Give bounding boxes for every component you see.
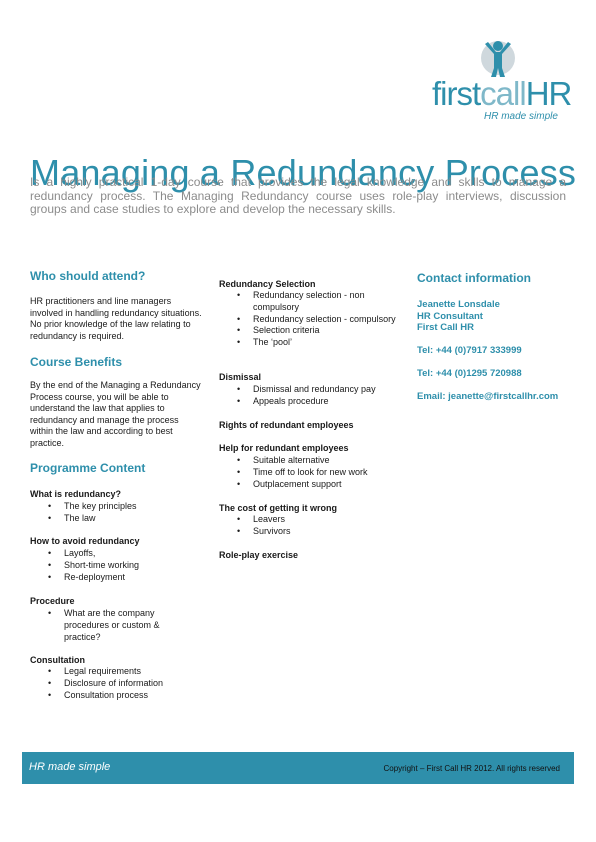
section-title: Procedure xyxy=(30,596,75,606)
list-item: Redundancy selection - non compulsory xyxy=(219,290,399,314)
section-list: Layoffs, Short-time working Re-deploymen… xyxy=(30,548,202,583)
logo-tagline: HR made simple xyxy=(484,111,558,122)
list-item: Layoffs, xyxy=(30,548,202,560)
contact-tel-1: Tel: +44 (0)7917 333999 xyxy=(417,345,522,356)
section-list: What are the company procedures or custo… xyxy=(30,608,180,643)
list-item: The key principles xyxy=(30,501,202,513)
section-title: Consultation xyxy=(30,655,85,665)
section-list: Legal requirements Disclosure of informa… xyxy=(30,666,202,701)
list-item: The law xyxy=(30,513,202,525)
benefits-text: By the end of the Managing a Redundancy … xyxy=(30,380,201,448)
section-title: The cost of getting it wrong xyxy=(219,503,337,513)
section-list: Dismissal and redundancy pay Appeals pro… xyxy=(219,384,409,408)
programme-heading: Programme Content xyxy=(30,461,146,475)
list-item: Dismissal and redundancy pay xyxy=(219,384,409,396)
section-title: Role-play exercise xyxy=(219,550,299,560)
footer-tagline: HR made simple xyxy=(29,761,111,773)
intro-paragraph: Is a highly practical 1-day course that … xyxy=(30,175,566,216)
list-item: Selection criteria xyxy=(219,325,399,337)
contact-name: Jeanette Lonsdale xyxy=(417,299,500,310)
logo-word-hr: HR xyxy=(525,75,573,112)
contact-heading: Contact information xyxy=(417,271,531,285)
section-list: Suitable alternative Time off to look fo… xyxy=(219,455,409,490)
benefits-heading: Course Benefits xyxy=(30,355,123,369)
who-text: HR practitioners and line managers invol… xyxy=(30,296,202,341)
list-item: Appeals procedure xyxy=(219,396,409,408)
list-item: Consultation process xyxy=(30,690,202,702)
list-item: The ‘pool’ xyxy=(219,337,399,349)
contact-role: HR Consultant xyxy=(417,311,483,322)
list-item: Survivors xyxy=(219,526,399,538)
list-item: Time off to look for new work xyxy=(219,467,409,479)
list-item: Redundancy selection - compulsory xyxy=(219,314,399,326)
section-list: Leavers Survivors xyxy=(219,514,399,538)
section-title: What is redundancy? xyxy=(30,489,122,499)
list-item: Leavers xyxy=(219,514,399,526)
section-title: Rights of redundant employees xyxy=(219,420,354,430)
list-item: Legal requirements xyxy=(30,666,202,678)
section-list: Redundancy selection - non compulsory Re… xyxy=(219,290,399,349)
contact-tel-2: Tel: +44 (0)1295 720988 xyxy=(417,368,522,379)
contact-email[interactable]: Email: jeanette@firstcallhr.com xyxy=(417,391,559,402)
list-item: Disclosure of information xyxy=(30,678,202,690)
logo-wordmark: firstcallHR xyxy=(432,75,573,112)
section-title: How to avoid redundancy xyxy=(30,536,140,546)
logo-word-call: call xyxy=(480,75,527,112)
section-title: Redundancy Selection xyxy=(219,279,316,289)
footer-bar: HR made simple Copyright – First Call HR… xyxy=(22,752,574,784)
section-title: Dismissal xyxy=(219,372,262,382)
list-item: Suitable alternative xyxy=(219,455,409,467)
logo-word-first: first xyxy=(432,75,481,112)
person-arms-up-icon xyxy=(481,41,515,77)
footer-copyright: Copyright – First Call HR 2012. All righ… xyxy=(383,764,560,773)
contact-company: First Call HR xyxy=(417,322,475,333)
page-title: Managing a Redundancy Process xyxy=(30,152,577,194)
list-item: Re-deployment xyxy=(30,572,202,584)
list-item: What are the company procedures or custo… xyxy=(30,608,180,643)
section-list: The key principles The law xyxy=(30,501,202,525)
list-item: Outplacement support xyxy=(219,479,409,491)
who-heading: Who should attend? xyxy=(30,269,146,283)
company-logo: firstcallHR HR made simple xyxy=(432,38,572,122)
section-title: Help for redundant employees xyxy=(219,443,349,453)
list-item: Short-time working xyxy=(30,560,202,572)
